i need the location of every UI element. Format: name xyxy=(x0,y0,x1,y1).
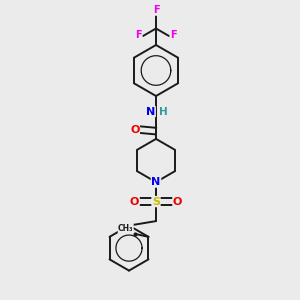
Text: O: O xyxy=(130,196,139,207)
Text: O: O xyxy=(173,196,182,207)
Text: F: F xyxy=(135,30,142,40)
Text: S: S xyxy=(152,196,160,207)
Text: N: N xyxy=(146,106,155,117)
Text: F: F xyxy=(170,30,177,40)
Text: F: F xyxy=(153,5,159,15)
Text: CH₃: CH₃ xyxy=(118,224,134,233)
Text: O: O xyxy=(130,124,140,135)
Text: N: N xyxy=(152,177,160,187)
Text: H: H xyxy=(159,106,168,117)
